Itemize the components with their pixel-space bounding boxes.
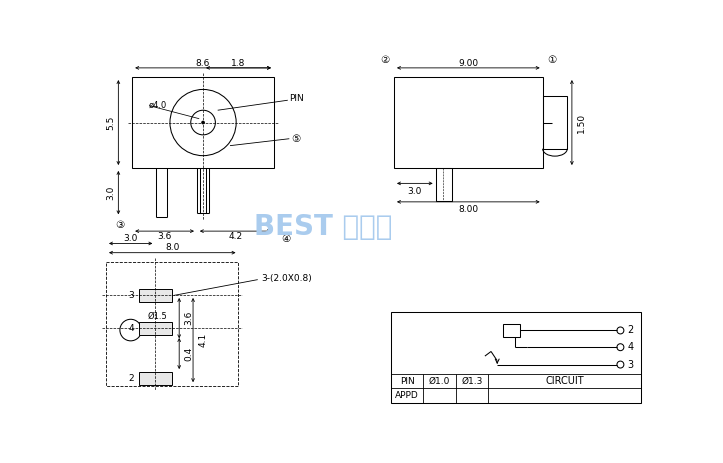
Bar [394, 77, 543, 168]
Text: 2: 2 [628, 325, 633, 336]
Text: 3.6: 3.6 [184, 311, 194, 325]
Text: ①: ① [547, 55, 557, 65]
Text: APPD: APPD [395, 391, 419, 400]
Text: 4.1: 4.1 [199, 333, 208, 347]
Text: 3: 3 [128, 291, 134, 300]
Text: ⑤: ⑤ [291, 134, 300, 144]
Text: PIN: PIN [400, 377, 414, 386]
Text: 8.6: 8.6 [196, 59, 210, 68]
Text: Ø1.3: Ø1.3 [461, 377, 482, 386]
Bar [139, 289, 172, 302]
Bar [139, 322, 172, 335]
Text: CIRCUIT: CIRCUIT [545, 376, 584, 386]
Bar [543, 96, 568, 149]
Text: 8.0: 8.0 [165, 243, 179, 252]
Circle shape [202, 121, 204, 124]
Text: 0.4: 0.4 [184, 346, 194, 361]
Text: Ø1.0: Ø1.0 [429, 377, 450, 386]
Text: 5.5: 5.5 [106, 115, 115, 130]
Bar [139, 372, 172, 385]
Text: BEST 百斯特: BEST 百斯特 [254, 213, 393, 240]
Bar [132, 77, 274, 168]
Text: 3.0: 3.0 [106, 186, 115, 200]
Text: PIN: PIN [289, 94, 304, 103]
Text: 4.2: 4.2 [228, 232, 242, 241]
Text: ④: ④ [281, 234, 291, 244]
Text: 4: 4 [628, 342, 633, 352]
Text: 3.0: 3.0 [124, 233, 138, 243]
Bar [391, 312, 641, 403]
Text: ø4.0: ø4.0 [149, 101, 168, 110]
Text: 4: 4 [128, 324, 134, 333]
Bar [435, 168, 452, 201]
Text: 3.0: 3.0 [408, 187, 422, 195]
Text: 9.00: 9.00 [458, 59, 479, 68]
Text: 1.50: 1.50 [577, 113, 586, 132]
Text: 3.6: 3.6 [158, 232, 172, 241]
Text: 3-(2.0X0.8): 3-(2.0X0.8) [262, 274, 312, 282]
Text: 1.8: 1.8 [231, 59, 246, 68]
Text: 3: 3 [628, 360, 633, 369]
Text: 2: 2 [128, 374, 134, 383]
Text: ②: ② [380, 55, 390, 65]
Text: 8.00: 8.00 [458, 205, 479, 214]
Bar [502, 324, 520, 338]
Text: ③: ③ [115, 220, 124, 230]
Bar [106, 262, 239, 386]
Text: Ø1.5: Ø1.5 [147, 312, 167, 321]
